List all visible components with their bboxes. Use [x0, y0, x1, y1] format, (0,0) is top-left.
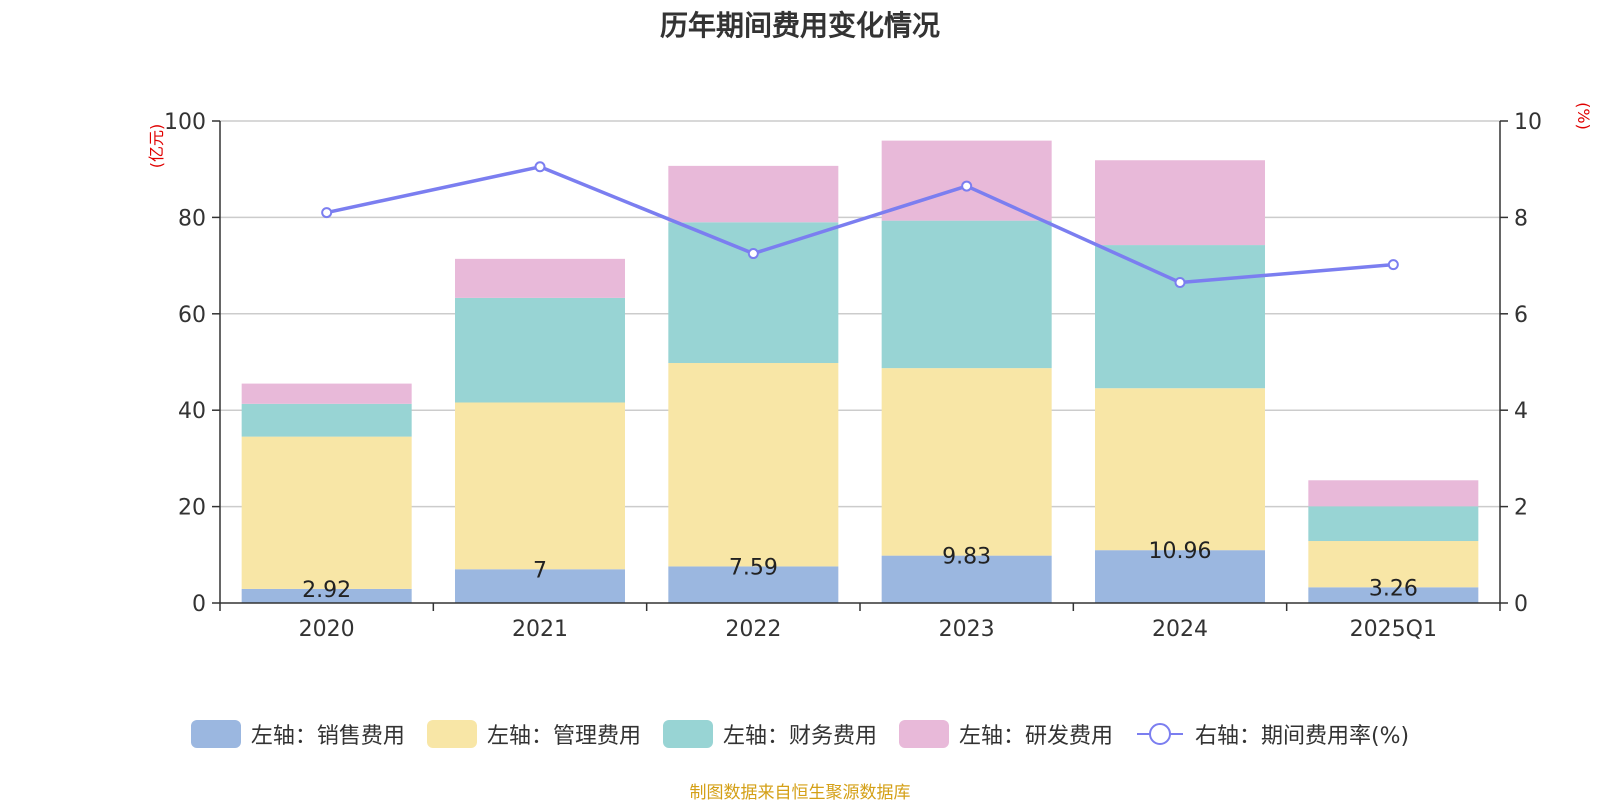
- legend-swatch: [898, 720, 949, 748]
- x-tick-label-2022: 2022: [725, 617, 781, 642]
- right-tick-label-8: 8: [1514, 206, 1528, 231]
- left-tick-label-60: 60: [178, 303, 206, 328]
- legend-swatch: [662, 720, 713, 748]
- bar-1-2020: [241, 436, 412, 589]
- legend-label: 左轴：管理费用: [486, 724, 641, 749]
- left-tick-label-0: 0: [192, 592, 206, 617]
- bar-2-2024: [1095, 245, 1265, 389]
- bar-2-2023: [881, 220, 1052, 369]
- left-tick-label-40: 40: [178, 399, 206, 424]
- bar-3-2020: [241, 383, 412, 404]
- bar-1-2022: [668, 363, 839, 567]
- expense-rate-point-2021: [534, 161, 546, 173]
- right-axis-unit: (%): [1574, 102, 1593, 130]
- x-tick-label-2020: 2020: [299, 617, 355, 642]
- bar-3-2021: [455, 258, 625, 298]
- legend-item-2[interactable]: 左轴：财务费用: [662, 718, 877, 750]
- legend-label: 左轴：财务费用: [722, 724, 877, 749]
- x-tick-label-2025Q1: 2025Q1: [1350, 617, 1437, 642]
- legend-item-4[interactable]: 右轴：期间费用率(%): [1135, 718, 1409, 750]
- bar-2-2020: [241, 403, 412, 437]
- legend-label: 左轴：研发费用: [958, 724, 1113, 749]
- right-tick-label-2: 2: [1514, 496, 1528, 521]
- expense-rate-point-2023: [961, 180, 973, 192]
- legend-item-0[interactable]: 左轴：销售费用: [190, 718, 405, 750]
- gridlines: [220, 120, 1500, 508]
- data-label-2024: 10.96: [1149, 539, 1212, 564]
- legend-swatch: [190, 720, 241, 748]
- right-tick-label-10: 10: [1514, 110, 1542, 135]
- expense-rate-point-2025Q1: [1387, 259, 1399, 271]
- legend-item-3[interactable]: 左轴：研发费用: [898, 718, 1113, 750]
- legend-label: 右轴：期间费用率(%): [1194, 724, 1410, 749]
- left-tick-label-20: 20: [178, 496, 206, 521]
- data-label-2020: 2.92: [302, 578, 351, 603]
- x-tick-label-2023: 2023: [939, 617, 995, 642]
- bar-1-2023: [881, 368, 1052, 556]
- bar-2-2021: [455, 297, 625, 403]
- bar-0-2025Q1: [1308, 587, 1479, 603]
- source-note: 制图数据来自恒生聚源数据库: [689, 783, 911, 803]
- bar-3-2025Q1: [1308, 480, 1479, 507]
- right-tick-label-6: 6: [1514, 303, 1528, 328]
- data-labels: 2.92 7 7.59 9.83 10.96 3.26: [302, 539, 1418, 603]
- legend-item-1[interactable]: 左轴：管理费用: [426, 718, 641, 750]
- x-tick-label-2021: 2021: [512, 617, 568, 642]
- expense-rate-point-2022: [747, 248, 759, 260]
- expense-rate-line-group: [321, 161, 1399, 288]
- x-tick-label-2024: 2024: [1152, 617, 1208, 642]
- bar-3-2022: [668, 165, 839, 223]
- bar-2-2022: [668, 222, 839, 364]
- legend-line-marker-icon: [1136, 723, 1183, 745]
- data-label-2023: 9.83: [942, 545, 991, 570]
- left-tick-label-100: 100: [164, 110, 206, 135]
- expense-rate-point-2020: [321, 207, 333, 219]
- bar-0-2020: [241, 588, 412, 603]
- bar-group: [241, 140, 1479, 603]
- right-tick-label-4: 4: [1514, 399, 1528, 424]
- bar-0-2023: [881, 555, 1052, 603]
- chart-title: 历年期间费用变化情况: [659, 9, 940, 42]
- left-axis-unit: (亿元): [147, 124, 166, 169]
- data-label-2021: 7: [533, 558, 547, 583]
- legend: 左轴：销售费用 左轴：管理费用 左轴：财务费用 左轴：研发费用 右轴：期间费用率(%): [0, 718, 1600, 750]
- expense-rate-point-2024: [1174, 276, 1186, 288]
- legend-line-circle: [1148, 723, 1171, 745]
- bar-0-2021: [455, 569, 625, 603]
- bar-0-2022: [668, 566, 839, 603]
- data-label-2022: 7.59: [729, 555, 778, 580]
- bar-1-2024: [1095, 388, 1265, 551]
- legend-swatch: [426, 720, 477, 748]
- left-tick-label-80: 80: [178, 206, 206, 231]
- right-tick-label-0: 0: [1514, 592, 1528, 617]
- axes: 0 20 40 60 80 100 0 2 4 6 8 10 2020 2021 2022 2023 2024 2…: [164, 110, 1542, 642]
- bar-3-2024: [1095, 160, 1265, 246]
- bar-0-2024: [1095, 550, 1265, 603]
- bar-1-2021: [455, 402, 625, 570]
- expense-rate-line: [326, 165, 1394, 285]
- legend-label: 左轴：销售费用: [250, 724, 405, 749]
- bar-1-2025Q1: [1308, 541, 1479, 588]
- bar-2-2025Q1: [1308, 506, 1479, 542]
- data-label-2025Q1: 3.26: [1369, 576, 1418, 601]
